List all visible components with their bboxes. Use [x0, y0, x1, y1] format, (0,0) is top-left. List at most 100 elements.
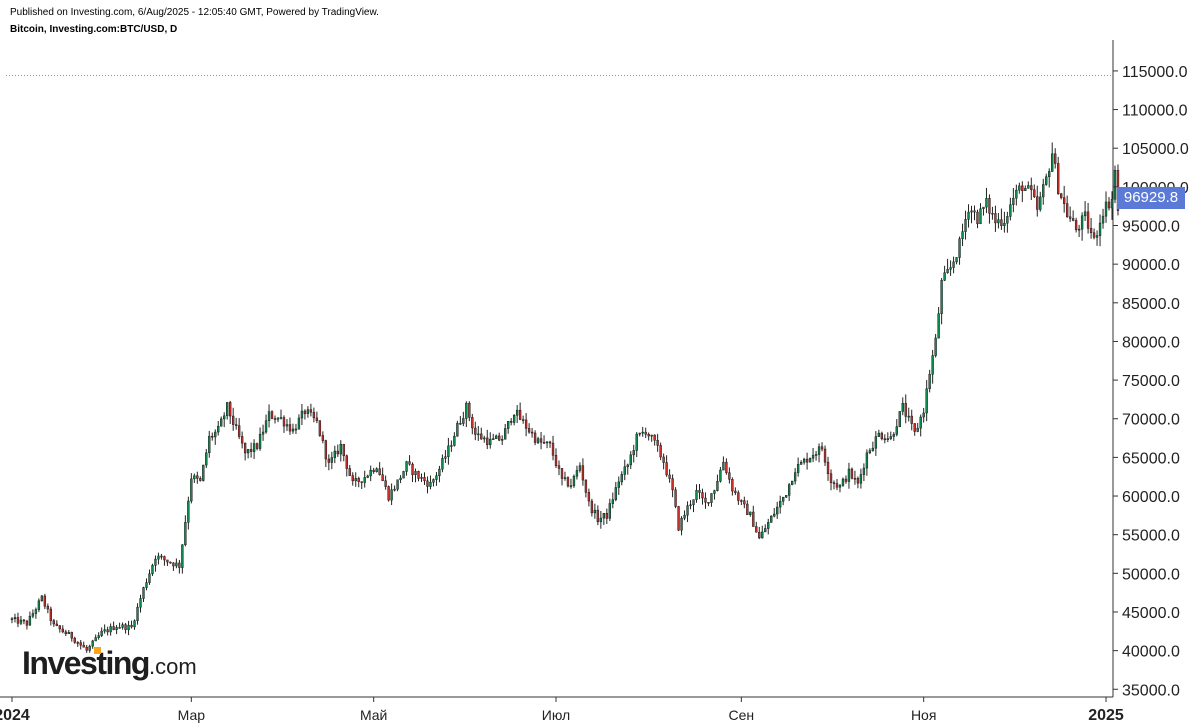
candle-up	[202, 464, 205, 481]
candle-up	[572, 475, 576, 486]
candle-down	[674, 489, 677, 507]
candle-up	[333, 450, 336, 458]
candles-group	[10, 142, 1120, 653]
symbol-title: Bitcoin, Investing.com:BTC/USD, D	[10, 24, 178, 35]
candle-down	[387, 486, 390, 501]
candle-down	[533, 432, 537, 443]
candle-down	[1065, 203, 1069, 218]
candle-down	[273, 418, 277, 420]
candle-down	[542, 442, 546, 444]
candle-up	[779, 500, 782, 508]
candle-up	[617, 481, 620, 488]
candle-up	[127, 624, 130, 631]
candle-up	[205, 452, 208, 466]
candle-down	[668, 474, 671, 479]
candle-down	[61, 628, 64, 633]
candle-up	[13, 617, 17, 620]
candle-down	[169, 561, 172, 564]
candle-up	[563, 477, 567, 479]
candle-up	[261, 431, 265, 435]
candle-up	[782, 496, 785, 502]
candle-up	[495, 435, 498, 439]
candle-down	[671, 478, 674, 491]
published-note: Published on Investing.com, 6/Aug/2025 -…	[10, 7, 379, 18]
candle-up	[300, 410, 304, 419]
last-price-badge: 96929.8	[1117, 187, 1185, 209]
candle-up	[103, 629, 106, 632]
x-tick-label: 2025	[1088, 707, 1124, 724]
candle-down	[234, 424, 238, 426]
candle-down	[46, 605, 50, 610]
candle-up	[121, 624, 124, 628]
candle-up	[922, 412, 925, 418]
candle-down	[910, 415, 913, 424]
candle-down	[70, 632, 73, 639]
candle-up	[450, 445, 453, 447]
candle-up	[626, 464, 629, 468]
candle-up	[710, 493, 713, 503]
y-tick-label: 50000.0	[1122, 566, 1180, 583]
candle-up	[507, 421, 510, 429]
candle-down	[318, 420, 322, 436]
candle-down	[163, 556, 166, 561]
candle-up	[438, 468, 441, 476]
candle-down	[539, 438, 543, 443]
candle-down	[976, 211, 979, 224]
candle-up	[366, 475, 369, 478]
candle-up	[246, 449, 250, 454]
candle-down	[832, 482, 836, 484]
candle-up	[258, 433, 262, 449]
candle-up	[958, 238, 961, 258]
candle-down	[303, 410, 307, 414]
candle-up	[799, 461, 803, 465]
candle-up	[181, 544, 184, 568]
y-tick-label: 35000.0	[1122, 682, 1180, 699]
candle-up	[608, 503, 611, 519]
candle-up	[761, 531, 764, 539]
candle-down	[707, 502, 710, 504]
candle-down	[1068, 216, 1072, 219]
candle-up	[898, 411, 901, 427]
investing-logo: Investing.com	[22, 645, 197, 682]
candle-down	[229, 402, 232, 417]
candle-down	[351, 475, 354, 482]
candle-down	[55, 623, 58, 626]
y-tick-label: 65000.0	[1122, 450, 1180, 467]
candle-down	[1021, 185, 1024, 192]
candle-up	[91, 640, 94, 647]
candle-down	[49, 608, 53, 621]
candle-down	[1089, 228, 1093, 233]
candle-up	[94, 637, 97, 642]
candle-down	[112, 626, 115, 631]
candle-down	[656, 439, 659, 446]
candle-down	[665, 462, 668, 476]
candle-down	[73, 637, 76, 643]
candle-up	[1042, 184, 1045, 198]
candle-down	[518, 409, 522, 420]
candle-up	[306, 409, 310, 414]
candle-down	[988, 197, 991, 214]
candle-up	[1077, 228, 1081, 231]
candle-down	[411, 463, 414, 476]
candle-up	[817, 446, 821, 455]
candle-down	[498, 435, 501, 441]
candle-down	[973, 210, 976, 213]
candle-up	[220, 418, 223, 427]
candle-up	[393, 488, 396, 491]
x-tick-label: Ноя	[911, 707, 936, 723]
candle-down	[551, 442, 555, 456]
candle-up	[940, 280, 943, 314]
candle-down	[755, 526, 758, 533]
candle-up	[429, 481, 432, 487]
y-tick-label: 55000.0	[1122, 528, 1180, 545]
candle-up	[133, 620, 136, 628]
candle-down	[590, 500, 594, 514]
candle-down	[1107, 201, 1111, 209]
candle-up	[611, 499, 614, 504]
candle-up	[907, 415, 910, 418]
candle-up	[148, 573, 151, 583]
candle-up	[862, 467, 866, 475]
candle-up	[264, 420, 268, 433]
candle-down	[348, 468, 351, 476]
